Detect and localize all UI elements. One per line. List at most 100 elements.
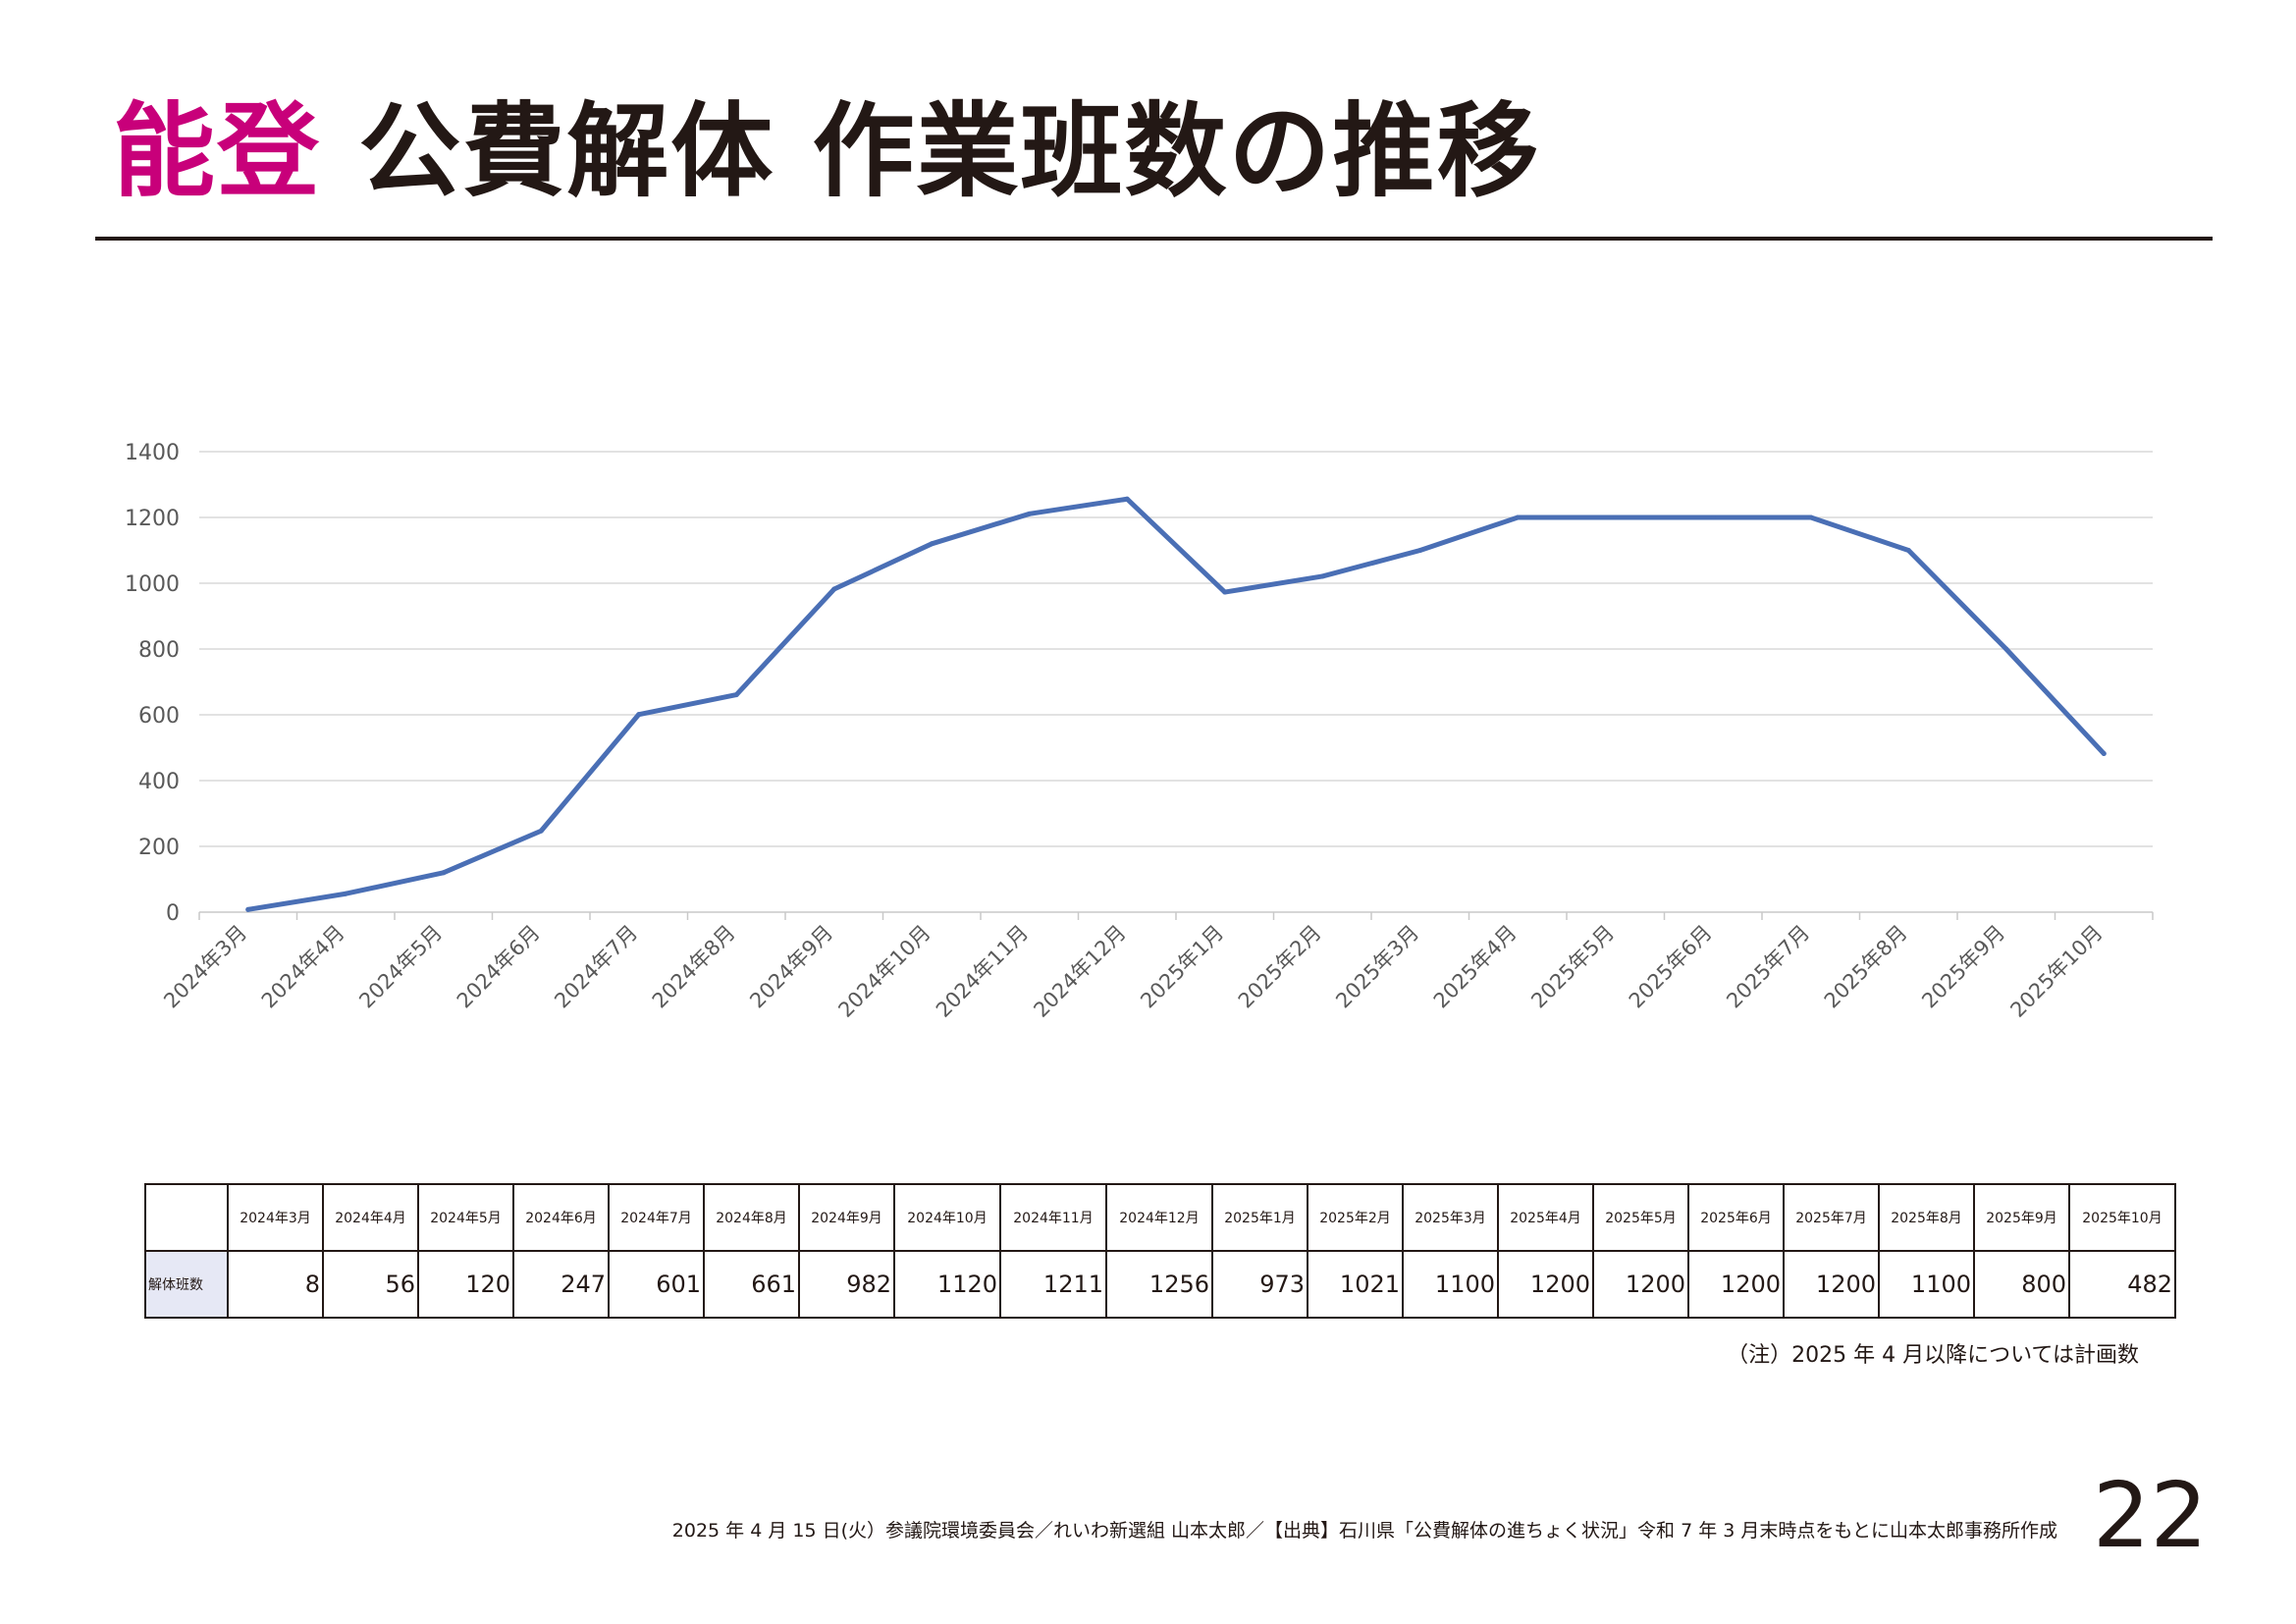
x-tick-label: 2024年6月 (453, 921, 545, 1013)
table-row: 解体班数 8 56 120 247 601 661 982 1120 1211 1256 973 10… (144, 1250, 2176, 1319)
data-point (2003, 646, 2009, 652)
data-point (1515, 514, 1521, 520)
data-point (1808, 514, 1814, 520)
data-point (1417, 548, 1423, 553)
table-header-cell: 2025年2月 (1307, 1183, 1404, 1252)
x-tick-label: 2024年12月 (1029, 921, 1130, 1022)
x-tick-label: 2024年3月 (159, 921, 251, 1013)
table-header-cell: 2025年1月 (1211, 1183, 1308, 1252)
table-cell: 1256 (1105, 1250, 1213, 1319)
data-point (1124, 496, 1130, 502)
table-row-label: 解体班数 (144, 1250, 229, 1319)
table-cell: 1120 (893, 1250, 1001, 1319)
chart-series (245, 496, 2107, 912)
table-header-cell: 2024年12月 (1105, 1183, 1213, 1252)
table-cell: 247 (512, 1250, 610, 1319)
source-footer: 2025 年 4 月 15 日(火）参議院環境委員会／れいわ新選組 山本太郎／【… (671, 1520, 2057, 1542)
chart-gridlines (199, 451, 2153, 913)
x-tick-label: 2024年8月 (648, 921, 740, 1013)
y-tick-label: 1400 (125, 441, 180, 465)
x-tick-label: 2025年6月 (1625, 921, 1717, 1013)
data-point (1222, 589, 1228, 595)
table-cell: 8 (227, 1250, 324, 1319)
data-point (343, 891, 348, 896)
table-cell: 56 (322, 1250, 419, 1319)
footnote: （注）2025 年 4 月以降については計画数 (1727, 1343, 2139, 1368)
data-point (2101, 751, 2107, 757)
data-point (245, 906, 251, 912)
x-tick-label: 2025年2月 (1234, 921, 1326, 1013)
data-point (733, 692, 739, 698)
x-tick-label: 2025年7月 (1722, 921, 1814, 1013)
table-header-row: 2024年3月 2024年4月 2024年5月 2024年6月 2024年7月 2024年… (144, 1183, 2176, 1252)
x-axis: 2024年3月 2024年4月 2024年5月 2024年6月 2024年7月 2024年… (159, 912, 2154, 1022)
data-point (1710, 514, 1716, 520)
table-cell: 1200 (1783, 1250, 1880, 1319)
table-cell: 800 (1973, 1250, 2070, 1319)
x-tick-label: 2024年5月 (354, 921, 447, 1013)
table-header-cell: 2025年10月 (2068, 1183, 2176, 1252)
page-number: 22 (2092, 1463, 2208, 1568)
x-tick-label: 2024年10月 (833, 921, 934, 1022)
table-cell: 601 (608, 1250, 705, 1319)
table-header-cell: 2024年5月 (417, 1183, 514, 1252)
y-axis: 0 200 400 600 800 1000 1200 1400 (125, 441, 180, 926)
table-cell: 1200 (1687, 1250, 1785, 1319)
y-tick-label: 600 (138, 704, 180, 729)
table-header-cell: 2025年9月 (1973, 1183, 2070, 1252)
y-tick-label: 800 (138, 638, 180, 663)
x-tick-label: 2024年4月 (257, 921, 349, 1013)
data-table: 2024年3月 2024年4月 2024年5月 2024年6月 2024年7月 2024年… (144, 1183, 2176, 1319)
x-tick-label: 2025年4月 (1429, 921, 1522, 1013)
x-tick-label: 2024年11月 (932, 921, 1033, 1022)
y-tick-label: 1000 (125, 572, 180, 597)
data-point (1319, 573, 1325, 579)
table-cell: 482 (2068, 1250, 2176, 1319)
table-header-cell: 2024年4月 (322, 1183, 419, 1252)
data-point (441, 870, 447, 876)
x-tick-label: 2024年9月 (745, 921, 837, 1013)
table-cell: 1021 (1307, 1250, 1404, 1319)
table-header-cell: 2024年3月 (227, 1183, 324, 1252)
data-point (538, 828, 544, 834)
x-tick-label: 2025年10月 (2005, 921, 2107, 1022)
line-chart: 0 200 400 600 800 1000 1200 1400 2024年3月 2024年4月… (125, 441, 2154, 1022)
table-header-cell: 2024年7月 (608, 1183, 705, 1252)
y-tick-label: 0 (166, 901, 180, 926)
table-header-cell: 2025年7月 (1783, 1183, 1880, 1252)
x-tick-label: 2025年9月 (1917, 921, 2009, 1013)
title-divider (95, 237, 2213, 241)
y-tick-label: 400 (138, 770, 180, 794)
y-tick-label: 1200 (125, 507, 180, 531)
table-cell: 973 (1211, 1250, 1308, 1319)
table-header-cell: 2025年5月 (1592, 1183, 1689, 1252)
table-cell: 1100 (1878, 1250, 1975, 1319)
data-point (1613, 514, 1619, 520)
page-title: 能登 公費解体 作業班数の推移 (113, 90, 1540, 213)
table-header-cell: 2025年4月 (1497, 1183, 1594, 1252)
table-cell: 120 (417, 1250, 514, 1319)
x-tick-label: 2025年5月 (1526, 921, 1619, 1013)
table-header-cell: 2025年8月 (1878, 1183, 1975, 1252)
table-header-cell: 2025年6月 (1687, 1183, 1785, 1252)
table-cell: 661 (703, 1250, 800, 1319)
table-cell: 1211 (999, 1250, 1107, 1319)
table-cell: 1200 (1592, 1250, 1689, 1319)
table-header-cell: 2024年10月 (893, 1183, 1001, 1252)
title-main: 公費解体 作業班数の推移 (358, 91, 1541, 211)
table-cell: 1100 (1402, 1250, 1499, 1319)
data-point (636, 712, 642, 718)
x-tick-label: 2025年8月 (1820, 921, 1912, 1013)
x-tick-label: 2024年7月 (550, 921, 642, 1013)
x-tick-label: 2025年3月 (1331, 921, 1423, 1013)
table-cell: 982 (798, 1250, 895, 1319)
table-header-cell: 2024年6月 (512, 1183, 610, 1252)
x-tick-label: 2025年1月 (1136, 921, 1228, 1013)
table-header-cell: 2024年9月 (798, 1183, 895, 1252)
title-accent: 能登 (113, 91, 322, 211)
data-point (831, 586, 837, 592)
table-header-cell: 2024年11月 (999, 1183, 1107, 1252)
table-corner-cell (144, 1183, 229, 1252)
table-cell: 1200 (1497, 1250, 1594, 1319)
table-header-cell: 2024年8月 (703, 1183, 800, 1252)
